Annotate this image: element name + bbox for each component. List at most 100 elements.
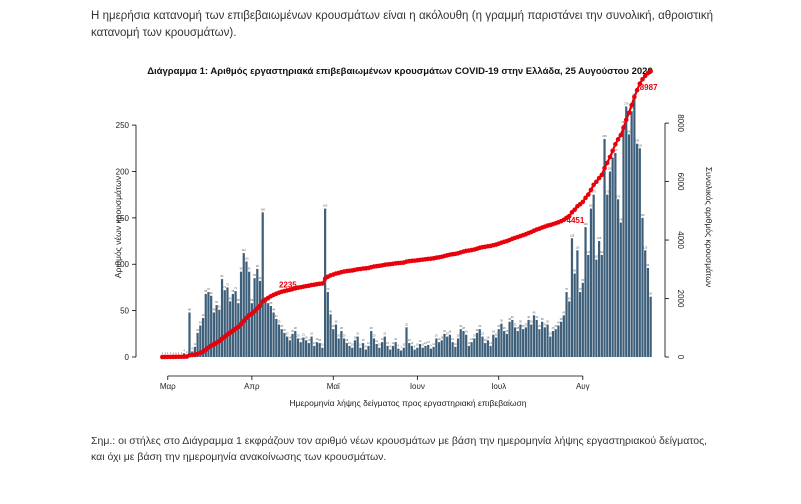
bar-value-label: 35 bbox=[278, 320, 281, 324]
bar-value-label: 65 bbox=[649, 292, 652, 296]
y-tick-label: 250 bbox=[116, 121, 130, 130]
bar-value-label: 35 bbox=[546, 320, 549, 324]
bar-daily-cases bbox=[473, 338, 476, 357]
bar-daily-cases bbox=[277, 324, 281, 357]
bar-value-label: 96 bbox=[646, 263, 649, 267]
bar-daily-cases bbox=[597, 241, 601, 357]
bar-value-label: 25 bbox=[505, 329, 508, 333]
bar-daily-cases bbox=[402, 347, 405, 357]
chart-title: Διάγραμμα 1: Αριθμός εργαστηριακά επιβεβ… bbox=[147, 66, 653, 77]
bar-daily-cases bbox=[389, 349, 392, 357]
bar-daily-cases bbox=[633, 97, 636, 357]
bar-value-label: 38 bbox=[508, 317, 511, 321]
bar-value-label: 32 bbox=[514, 322, 517, 326]
bar-value-label: 28 bbox=[294, 326, 297, 330]
bar-daily-cases bbox=[625, 106, 628, 357]
bar-daily-cases bbox=[511, 319, 514, 357]
bar-daily-cases bbox=[516, 331, 519, 357]
bar-daily-cases bbox=[321, 347, 324, 357]
cumulative-point bbox=[607, 154, 613, 160]
bar-value-label: 95 bbox=[256, 264, 259, 268]
bar-daily-cases bbox=[503, 331, 506, 357]
bar-daily-cases bbox=[386, 345, 389, 357]
cumulative-point bbox=[566, 213, 572, 219]
bar-daily-cases bbox=[353, 340, 357, 357]
bar-daily-cases bbox=[581, 282, 584, 357]
cumulative-point bbox=[583, 195, 588, 201]
bar-daily-cases bbox=[329, 314, 332, 357]
bar-value-label: 20 bbox=[343, 333, 346, 337]
bar-value-label: 20 bbox=[373, 333, 376, 337]
bar-daily-cases bbox=[399, 350, 403, 357]
bar-daily-cases bbox=[456, 338, 460, 357]
bar-value-label: 45 bbox=[562, 310, 565, 314]
bar-value-label: 30 bbox=[538, 324, 541, 328]
bar-daily-cases bbox=[378, 347, 381, 357]
bar-value-label: 20 bbox=[337, 333, 340, 337]
bar-daily-cases bbox=[343, 338, 346, 357]
bar-value-label: 1 bbox=[170, 351, 172, 355]
cumulative-point bbox=[613, 142, 618, 147]
bar-daily-cases bbox=[375, 344, 378, 357]
bar-value-label: 22 bbox=[549, 332, 552, 336]
bar-daily-cases bbox=[630, 111, 633, 357]
bar-value-label: 30 bbox=[478, 324, 481, 328]
cumulative-point bbox=[241, 318, 247, 324]
bar-value-label: 22 bbox=[310, 332, 313, 336]
y-tick-label: 200 bbox=[116, 167, 130, 176]
bar-daily-cases bbox=[253, 278, 256, 357]
bar-daily-cases bbox=[310, 336, 313, 357]
bar-value-label: 12 bbox=[386, 341, 389, 345]
bar-value-label: 9 bbox=[430, 344, 432, 348]
bar-value-label: 35 bbox=[530, 320, 533, 324]
bar-daily-cases bbox=[223, 290, 226, 357]
bar-daily-cases bbox=[383, 336, 386, 357]
bar-value-label: 10 bbox=[402, 343, 405, 347]
x-tick-label: Μαρ bbox=[160, 382, 176, 391]
bar-daily-cases bbox=[538, 329, 541, 357]
bar-value-label: 18 bbox=[288, 335, 291, 339]
cumulative-point bbox=[618, 132, 624, 138]
bar-value-label: 115 bbox=[575, 245, 580, 249]
cumulative-point bbox=[602, 165, 607, 171]
bar-daily-cases bbox=[475, 332, 479, 357]
cumulative-point bbox=[634, 87, 640, 93]
bar-value-label: 12 bbox=[313, 341, 316, 345]
bar-daily-cases bbox=[494, 337, 498, 357]
bar-value-label: 230 bbox=[635, 139, 640, 143]
bar-daily-cases bbox=[467, 345, 470, 357]
bar-daily-cases bbox=[603, 139, 606, 357]
bar-value-label: 1 bbox=[164, 351, 166, 355]
bar-daily-cases bbox=[361, 343, 365, 357]
bar-value-label: 21 bbox=[302, 333, 305, 337]
bar-value-label: 32 bbox=[405, 322, 408, 326]
bar-value-label: 25 bbox=[443, 329, 446, 333]
bar-value-label: 70 bbox=[207, 287, 210, 291]
bar-daily-cases bbox=[546, 324, 549, 357]
bar-daily-cases bbox=[334, 324, 338, 357]
x-tick-label: Απρ bbox=[244, 382, 260, 391]
x-tick-label: Ιουλ bbox=[491, 382, 506, 391]
bar-daily-cases bbox=[600, 254, 603, 357]
bar-daily-cases bbox=[465, 334, 468, 357]
cumulative-point bbox=[594, 179, 599, 185]
bar-daily-cases bbox=[207, 292, 210, 357]
bar-value-label: 30 bbox=[280, 324, 283, 328]
bar-value-label: 34 bbox=[557, 320, 560, 324]
bar-daily-cases bbox=[589, 208, 593, 357]
bar-daily-cases bbox=[437, 342, 441, 357]
bar-daily-cases bbox=[245, 261, 248, 357]
cumulative-point bbox=[599, 172, 605, 178]
bar-value-label: 15 bbox=[362, 338, 365, 342]
bar-value-label: 28 bbox=[340, 326, 343, 330]
bar-value-label: 215 bbox=[611, 153, 616, 157]
bar-value-label: 175 bbox=[605, 190, 610, 194]
bar-daily-cases bbox=[579, 292, 582, 357]
bar-value-label: 200 bbox=[608, 166, 613, 170]
bar-value-label: 35 bbox=[335, 320, 338, 324]
bar-value-label: 82 bbox=[259, 276, 262, 280]
bar-value-label: 156 bbox=[261, 207, 266, 211]
y-tick-label: 100 bbox=[116, 260, 130, 269]
bar-daily-cases bbox=[446, 336, 449, 357]
bar-daily-cases bbox=[272, 312, 275, 357]
